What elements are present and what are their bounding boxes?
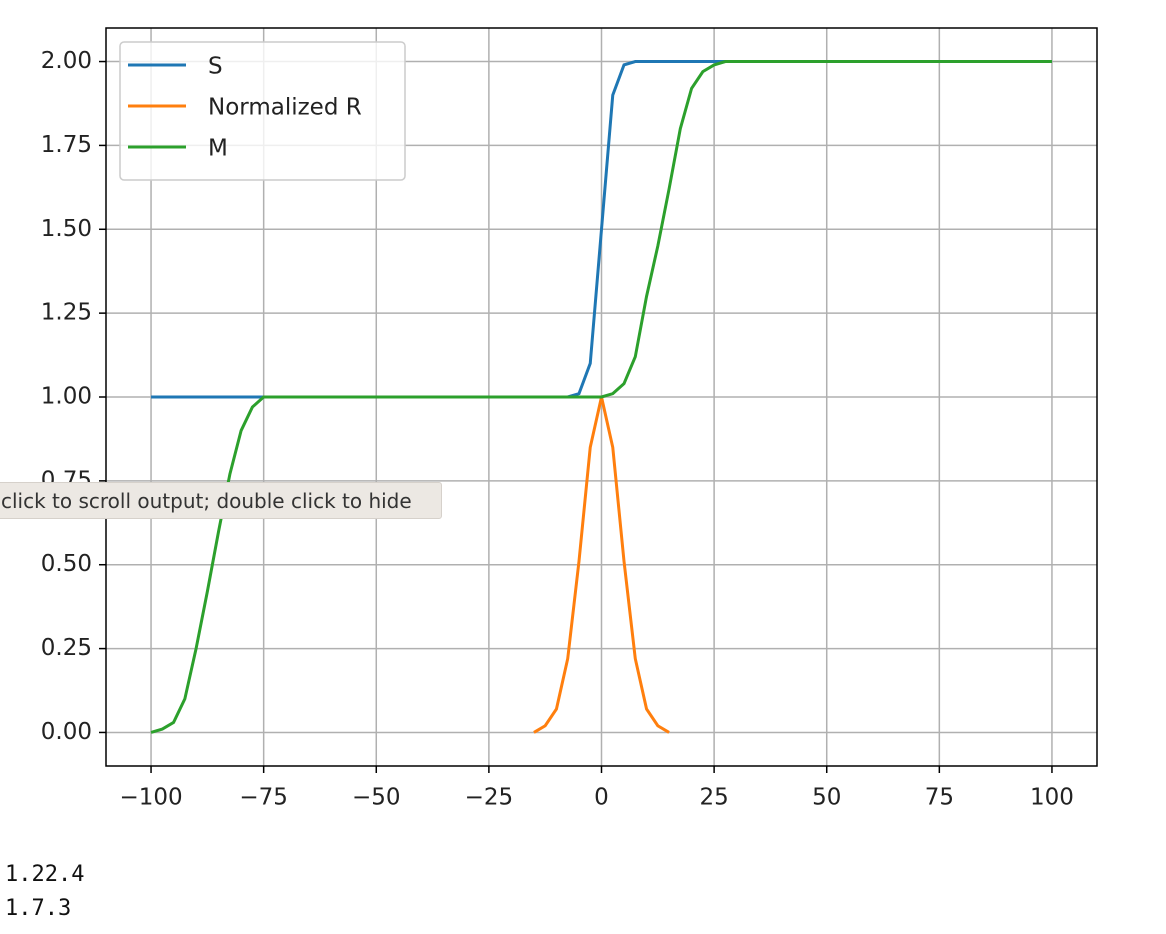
y-tick-label: 1.25 <box>41 300 92 326</box>
y-tick-label: 0.25 <box>41 635 92 661</box>
x-tick-label: −50 <box>352 785 401 811</box>
x-tick-label: 0 <box>594 785 609 811</box>
series-line <box>150 60 1052 734</box>
legend-label: Normalized R <box>208 95 362 121</box>
y-tick-label: 0.50 <box>41 551 92 577</box>
y-tick-label: 1.00 <box>41 384 92 410</box>
x-tick-label: −25 <box>465 785 514 811</box>
y-tick-label: 2.00 <box>41 48 92 74</box>
x-tick-label: 50 <box>812 785 841 811</box>
tooltip[interactable]: click to scroll output; double click to … <box>0 482 442 519</box>
y-tick-label: 1.50 <box>41 216 92 242</box>
chart: −100 −75 −50 −25 0 25 50 75 1000.000.250.500.751… <box>41 27 1098 811</box>
y-tick-label: 0.00 <box>41 719 92 745</box>
x-tick-label: −100 <box>119 785 182 811</box>
legend-label: M <box>208 136 228 162</box>
legend: S Normalized R M <box>119 41 406 181</box>
plot-frame <box>105 27 1098 767</box>
output-line: 1.7.3 <box>5 896 72 921</box>
x-tick-label: 25 <box>699 785 728 811</box>
legend-box <box>119 41 406 181</box>
output-line: 1.22.4 <box>5 862 85 887</box>
x-tick-label: 100 <box>1030 785 1074 811</box>
x-tick-label: 75 <box>925 785 954 811</box>
x-tick-label: −75 <box>239 785 288 811</box>
y-tick-label: 1.75 <box>41 132 92 158</box>
legend-label: S <box>208 54 223 80</box>
